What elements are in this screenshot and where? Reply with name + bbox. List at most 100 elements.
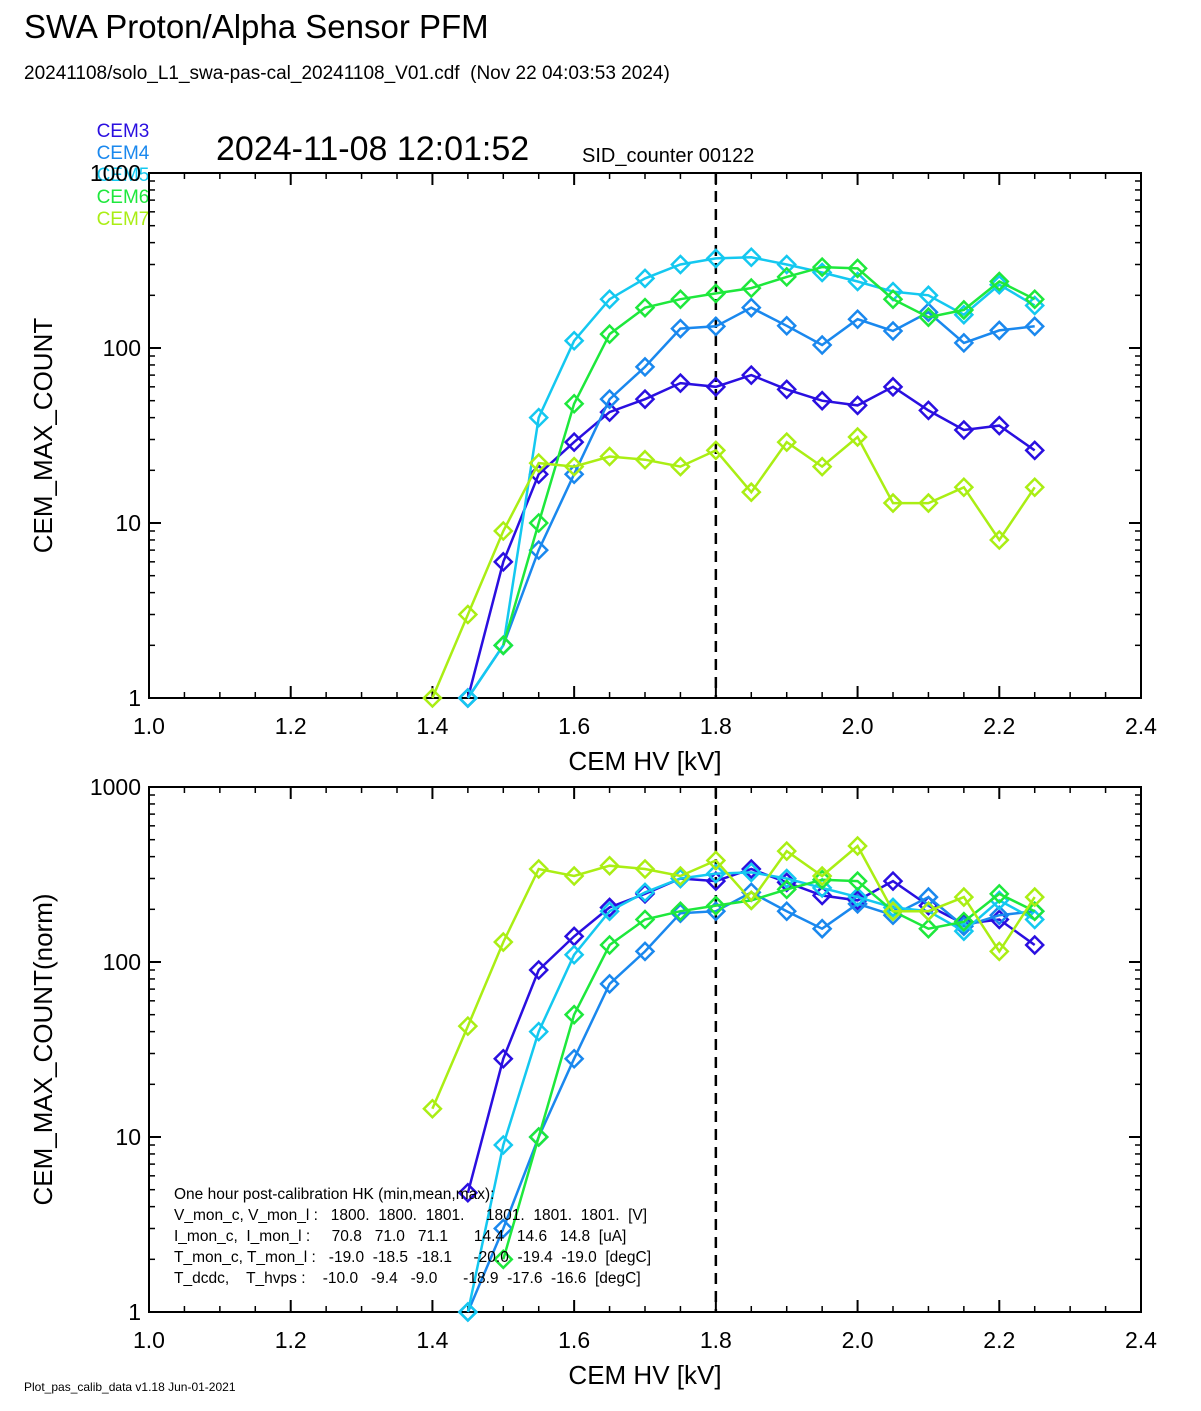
data-point-cem5 [705, 863, 727, 884]
plot-frame [148, 172, 1142, 699]
data-point-cem3 [1024, 934, 1045, 956]
data-point-cem7 [634, 858, 656, 880]
timestamp: 2024-11-08 12:01:52 [216, 130, 530, 168]
file-line: 20241108/solo_L1_swa-pas-cal_20241108_V0… [24, 63, 670, 84]
series-line-cem3 [466, 373, 1036, 699]
data-point-cem7 [563, 865, 585, 887]
data-point-cem3 [776, 379, 797, 400]
x-tick-label: 1.4 [416, 1327, 448, 1353]
data-point-cem5 [989, 274, 1010, 295]
data-point-cem3 [705, 870, 727, 892]
data-point-cem7 [989, 941, 1010, 962]
data-point-cem5 [847, 886, 868, 908]
footer-version: Plot_pas_calib_data v1.18 Jun-01-2021 [24, 1380, 236, 1394]
data-point-cem7 [776, 431, 797, 453]
data-point-cem7 [422, 1098, 443, 1120]
data-point-cem7 [1024, 477, 1045, 498]
data-point-cem3 [599, 897, 620, 918]
data-point-cem7 [953, 886, 975, 908]
data-point-cem7 [599, 855, 620, 876]
data-point-cem5 [918, 285, 939, 306]
data-point-cem3 [670, 372, 691, 394]
hk-line: T_mon_c, T_mon_l : -19.0 -18.5 -18.1 -20… [174, 1249, 651, 1266]
data-point-cem7 [493, 931, 514, 953]
data-point-cem6 [670, 288, 691, 310]
data-point-cem6 [776, 266, 797, 288]
data-point-cem7 [528, 858, 549, 880]
data-point-cem4 [528, 539, 549, 561]
legend-item-cem3: CEM3 [96, 121, 150, 142]
x-tick-label: 1.8 [700, 713, 732, 739]
data-point-cem5 [528, 1021, 549, 1042]
data-point-cem4 [599, 973, 620, 995]
legend-item-cem7: CEM7 [96, 209, 150, 230]
data-point-cem5 [1024, 909, 1045, 930]
data-point-cem4 [953, 332, 975, 354]
x-tick-label: 1.2 [275, 1327, 307, 1353]
data-point-cem7 [741, 890, 762, 911]
data-point-cem6 [634, 909, 656, 930]
hk-line: T_dcdc, T_hvps : -10.0 -9.4 -9.0 -18.9 -… [174, 1270, 641, 1287]
data-point-cem5 [953, 920, 975, 942]
data-point-cem5 [599, 900, 620, 922]
series-line-cem6 [502, 265, 1036, 646]
series-line-cem5 [466, 871, 1036, 1313]
data-point-cem7 [634, 449, 656, 470]
x-tick-label: 1.6 [558, 1327, 590, 1353]
x-axis-label: CEM HV [kV] [568, 746, 721, 776]
data-point-cem7 [670, 456, 691, 477]
data-point-cem5 [457, 1301, 479, 1323]
data-point-cem5 [634, 882, 656, 903]
data-point-cem7 [493, 520, 514, 542]
data-point-cem5 [457, 687, 479, 709]
page-title: SWA Proton/Alpha Sensor PFM [24, 8, 489, 45]
data-point-cem6 [493, 1249, 514, 1270]
data-point-cem6 [599, 934, 620, 956]
data-point-cem3 [918, 400, 939, 421]
data-point-cem4 [1024, 316, 1045, 337]
y-axis-label: CEM_MAX_COUNT [28, 318, 58, 554]
data-point-cem4 [634, 941, 656, 962]
data-point-cem7 [528, 452, 549, 474]
x-tick-label: 1.8 [700, 1327, 732, 1353]
data-point-cem5 [493, 1134, 514, 1156]
data-point-cem7 [847, 426, 868, 448]
data-point-cem5 [634, 268, 656, 289]
data-point-cem6 [811, 869, 833, 891]
data-point-cem6 [918, 306, 939, 328]
data-point-cem6 [634, 297, 656, 318]
data-point-cem6 [847, 258, 868, 279]
x-tick-label: 2.4 [1125, 1327, 1157, 1353]
y-tick-label: 1 [128, 685, 141, 711]
data-point-cem7 [457, 604, 479, 625]
x-tick-label: 1.0 [133, 713, 165, 739]
hk-line: V_mon_c, V_mon_l : 1800. 1800. 1801. 180… [174, 1207, 647, 1224]
data-point-cem6 [528, 1126, 549, 1148]
data-point-cem6 [847, 870, 868, 892]
data-point-cem3 [528, 959, 549, 981]
data-point-cem7 [953, 477, 975, 498]
data-point-cem7 [741, 481, 762, 503]
hk-summary: One hour post-calibration HK (min,mean,m… [174, 1186, 651, 1287]
legend-item-cem6: CEM6 [96, 187, 150, 208]
data-point-cem4 [918, 302, 939, 323]
data-point-cem4 [634, 356, 656, 378]
data-point-cem4 [811, 334, 833, 356]
data-point-cem7 [705, 850, 727, 871]
data-point-cem7 [811, 865, 833, 887]
y-tick-label: 10 [115, 1124, 141, 1150]
legend-item-cem4: CEM4 [96, 143, 150, 164]
x-tick-label: 2.4 [1125, 713, 1157, 739]
data-point-cem3 [1024, 440, 1045, 461]
data-point-cem6 [918, 918, 939, 939]
x-tick-label: 2.0 [842, 713, 874, 739]
sid-counter: SID_counter 00122 [582, 145, 755, 167]
data-point-cem3 [634, 388, 656, 410]
data-point-cem5 [776, 254, 797, 275]
data-point-cem4 [705, 316, 727, 337]
data-point-cem7 [599, 446, 620, 467]
data-point-cem7 [847, 835, 868, 857]
x-tick-label: 1.6 [558, 713, 590, 739]
data-point-cem3 [882, 376, 904, 398]
